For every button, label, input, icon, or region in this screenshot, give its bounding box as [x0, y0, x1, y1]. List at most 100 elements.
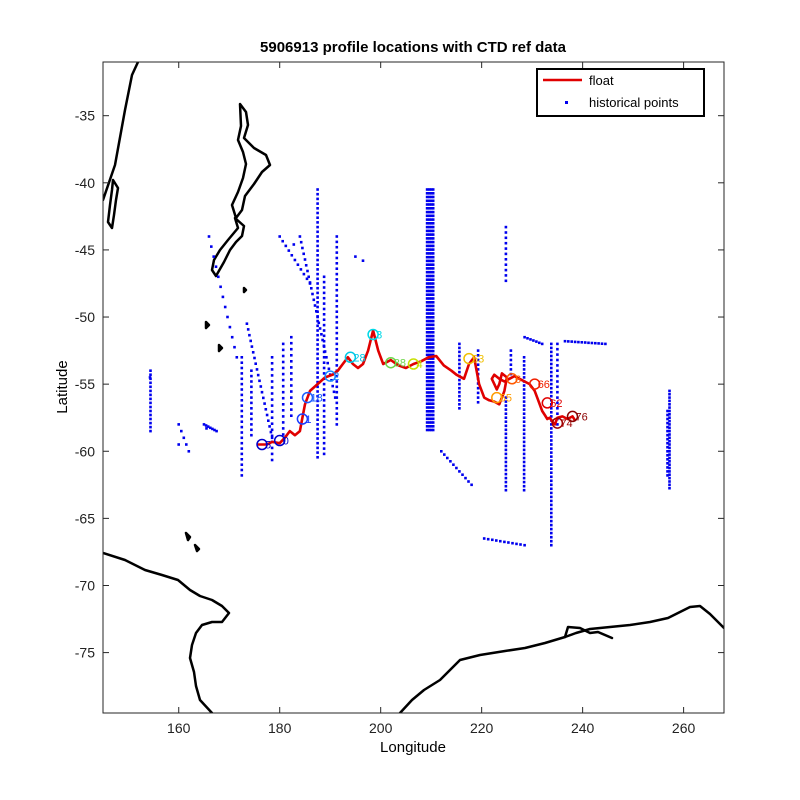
historical-point	[316, 202, 319, 205]
historical-point	[431, 413, 435, 417]
historical-point	[260, 390, 264, 394]
historical-point	[322, 382, 326, 386]
historical-point	[322, 291, 326, 295]
historical-point	[335, 412, 339, 415]
historical-point	[213, 428, 216, 432]
historical-point	[668, 403, 671, 406]
historical-point	[316, 324, 319, 328]
historical-point	[429, 316, 433, 319]
historical-point	[504, 488, 508, 492]
historical-point	[425, 406, 429, 409]
historical-point	[504, 436, 508, 440]
historical-point	[431, 225, 435, 229]
historical-point	[431, 259, 435, 263]
historical-point	[431, 391, 435, 394]
historical-point	[425, 398, 429, 402]
historical-point	[335, 288, 339, 292]
historical-point	[429, 297, 433, 300]
historical-point	[522, 448, 526, 452]
plot-frame	[102, 61, 725, 714]
historical-point	[427, 410, 431, 413]
historical-point	[240, 425, 244, 429]
historical-point	[529, 338, 532, 341]
historical-point	[431, 248, 435, 251]
historical-point	[668, 419, 671, 423]
historical-point	[535, 340, 538, 343]
historical-point	[427, 387, 431, 390]
historical-point	[223, 305, 227, 309]
historical-point	[431, 192, 435, 195]
historical-point	[335, 278, 339, 281]
historical-point	[522, 388, 526, 391]
historical-point	[427, 188, 431, 191]
historical-point	[316, 296, 319, 299]
historical-point	[429, 402, 433, 405]
historical-point	[429, 327, 433, 330]
historical-point	[304, 264, 308, 267]
historical-point	[254, 362, 257, 365]
legend-historical-label: historical points	[589, 95, 679, 110]
historical-point	[666, 433, 669, 437]
historical-point	[270, 422, 274, 425]
historical-point	[668, 483, 671, 487]
historical-point	[504, 424, 508, 428]
historical-point	[427, 346, 431, 349]
historical-point	[458, 354, 461, 358]
historical-point	[550, 370, 553, 374]
historical-point	[240, 431, 244, 434]
historical-point	[668, 409, 671, 413]
historical-point	[668, 470, 671, 473]
profile-label: 62	[550, 398, 562, 410]
historical-point	[431, 338, 435, 342]
historical-point	[668, 406, 671, 409]
historical-point	[504, 236, 508, 240]
historical-point	[322, 431, 326, 434]
historical-point	[322, 334, 326, 338]
historical-point	[281, 354, 285, 358]
historical-point	[550, 382, 553, 386]
historical-point	[250, 417, 253, 421]
historical-point	[425, 225, 429, 229]
historical-point	[522, 356, 526, 359]
historical-point	[315, 310, 318, 313]
historical-point	[303, 258, 307, 261]
historical-point	[666, 462, 669, 465]
historical-point	[431, 428, 435, 432]
historical-point	[429, 301, 433, 304]
historical-point	[149, 405, 152, 409]
historical-point	[550, 499, 553, 503]
historical-point	[427, 312, 431, 315]
historical-point	[290, 372, 293, 375]
historical-point	[322, 286, 326, 289]
historical-point	[443, 453, 446, 456]
historical-point	[452, 463, 455, 466]
historical-point	[427, 368, 431, 372]
historical-point	[486, 537, 490, 541]
historical-point	[522, 436, 526, 440]
historical-point	[550, 394, 553, 398]
historical-point	[587, 341, 590, 345]
historical-point	[322, 399, 326, 402]
historical-point	[335, 315, 339, 319]
historical-point	[250, 345, 254, 348]
historical-point	[550, 527, 553, 531]
historical-point	[666, 413, 669, 417]
historical-point	[427, 323, 431, 327]
historical-point	[299, 268, 303, 271]
coastline-antarctica-east	[398, 604, 724, 713]
historical-point	[556, 390, 559, 394]
historical-point	[240, 366, 244, 370]
historical-point	[316, 357, 319, 360]
profile-label: 55	[500, 393, 512, 405]
historical-point	[429, 218, 433, 221]
historical-point	[476, 391, 480, 395]
historical-point	[668, 443, 671, 446]
historical-point	[429, 207, 433, 210]
historical-point	[427, 255, 431, 259]
historical-point	[431, 188, 435, 191]
historical-point	[281, 239, 284, 243]
historical-point	[556, 342, 559, 346]
historical-point	[270, 458, 274, 462]
historical-point	[429, 195, 433, 199]
historical-point	[425, 237, 429, 240]
